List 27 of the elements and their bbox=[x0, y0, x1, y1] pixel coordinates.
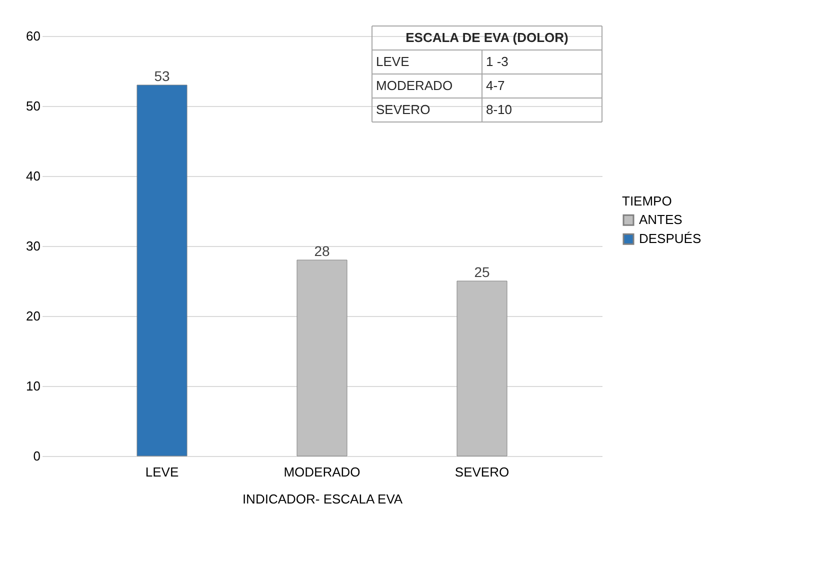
annotation: LEVE bbox=[376, 54, 410, 69]
annotation: 1 -3 bbox=[486, 54, 508, 69]
y-tick-label: 40 bbox=[26, 168, 40, 184]
annotation: 8-10 bbox=[486, 102, 512, 117]
legend-label: ANTES bbox=[639, 212, 683, 228]
x-axis-title: INDICADOR- ESCALA EVA bbox=[242, 492, 403, 506]
y-tick-label: 60 bbox=[26, 28, 40, 44]
annotation: SEVERO bbox=[376, 102, 430, 117]
bar bbox=[456, 280, 508, 456]
annotation: MODERADO bbox=[376, 78, 453, 93]
y-tick-label: 10 bbox=[26, 378, 40, 394]
data-label: 25 bbox=[474, 264, 490, 280]
bar bbox=[296, 260, 348, 456]
annotation: 4-7 bbox=[486, 78, 505, 93]
legend-label: DESPUÉS bbox=[639, 231, 702, 246]
data-label: 53 bbox=[154, 68, 170, 84]
x-tick-label: SEVERO bbox=[454, 464, 510, 480]
x-tick-label: MODERADO bbox=[284, 464, 360, 480]
y-tick-label: 50 bbox=[26, 98, 40, 114]
bar bbox=[136, 84, 188, 456]
y-tick-label: 20 bbox=[26, 308, 40, 324]
legend-title: TIEMPO bbox=[622, 194, 672, 209]
annotation: ESCALA DE EVA (DOLOR) bbox=[406, 30, 568, 45]
data-label: 28 bbox=[314, 243, 330, 259]
y-tick-label: 0 bbox=[33, 448, 40, 464]
y-tick-label: 30 bbox=[26, 238, 40, 254]
x-tick-label: LEVE bbox=[145, 464, 179, 480]
